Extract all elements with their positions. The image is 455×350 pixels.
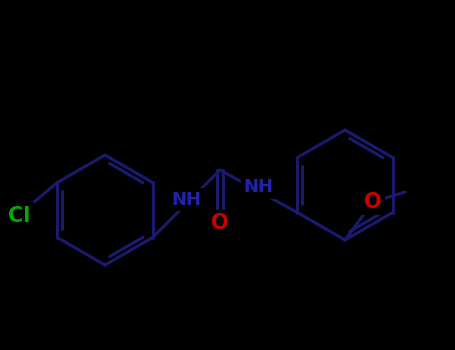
Text: Cl: Cl: [8, 205, 30, 225]
Text: NH: NH: [172, 191, 201, 209]
Text: O: O: [211, 213, 229, 233]
Text: O: O: [364, 192, 382, 212]
Text: NH: NH: [244, 178, 274, 196]
